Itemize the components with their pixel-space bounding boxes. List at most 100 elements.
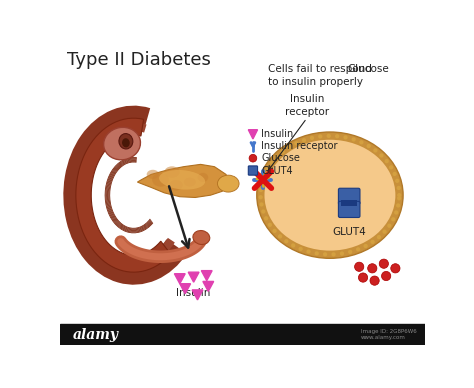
- Text: Insulin: Insulin: [176, 288, 211, 298]
- Circle shape: [382, 271, 391, 281]
- Text: Image ID: 2G8P6W6: Image ID: 2G8P6W6: [361, 329, 417, 334]
- Polygon shape: [137, 165, 230, 197]
- FancyBboxPatch shape: [338, 201, 360, 218]
- Circle shape: [359, 140, 364, 144]
- Circle shape: [394, 210, 398, 215]
- Circle shape: [356, 247, 360, 251]
- Circle shape: [391, 217, 395, 222]
- Circle shape: [315, 251, 319, 256]
- Circle shape: [335, 134, 339, 139]
- Ellipse shape: [164, 166, 180, 178]
- Text: GLUT4: GLUT4: [261, 166, 293, 175]
- Text: Cells fail to respond
to insulin properly: Cells fail to respond to insulin properl…: [268, 64, 372, 87]
- Text: alamy: alamy: [73, 327, 119, 341]
- Ellipse shape: [159, 170, 205, 190]
- Circle shape: [287, 145, 292, 149]
- Ellipse shape: [264, 140, 395, 251]
- Circle shape: [259, 188, 263, 192]
- Circle shape: [331, 252, 336, 256]
- Polygon shape: [248, 130, 257, 139]
- Circle shape: [264, 216, 268, 220]
- Circle shape: [258, 195, 263, 199]
- Circle shape: [323, 252, 327, 256]
- Circle shape: [318, 134, 322, 139]
- Circle shape: [379, 153, 383, 158]
- Polygon shape: [192, 290, 203, 300]
- Ellipse shape: [193, 230, 210, 244]
- Ellipse shape: [257, 132, 403, 258]
- Circle shape: [377, 235, 381, 239]
- Circle shape: [284, 239, 289, 243]
- Circle shape: [249, 154, 257, 162]
- Circle shape: [299, 247, 303, 251]
- Circle shape: [352, 137, 356, 142]
- Ellipse shape: [169, 180, 183, 191]
- Circle shape: [391, 264, 400, 273]
- Text: Type II Diabetes: Type II Diabetes: [66, 51, 210, 69]
- Circle shape: [397, 196, 401, 201]
- Circle shape: [397, 193, 401, 197]
- Circle shape: [397, 186, 401, 190]
- Circle shape: [259, 202, 264, 206]
- Circle shape: [358, 273, 368, 282]
- Circle shape: [343, 135, 348, 140]
- Circle shape: [348, 250, 352, 254]
- Text: Glucose: Glucose: [347, 64, 389, 74]
- Circle shape: [302, 138, 306, 142]
- Circle shape: [278, 234, 282, 239]
- Ellipse shape: [198, 173, 208, 182]
- Text: Insulin: Insulin: [261, 128, 294, 139]
- Text: Insulin
receptor: Insulin receptor: [285, 94, 329, 117]
- Circle shape: [387, 223, 392, 228]
- Text: Insulin receptor: Insulin receptor: [261, 141, 338, 151]
- Circle shape: [265, 167, 270, 171]
- Polygon shape: [174, 274, 185, 284]
- Ellipse shape: [122, 138, 130, 147]
- Circle shape: [355, 262, 364, 271]
- FancyBboxPatch shape: [248, 166, 257, 175]
- Circle shape: [306, 249, 310, 254]
- Circle shape: [262, 174, 266, 178]
- Circle shape: [327, 134, 331, 138]
- Circle shape: [395, 178, 399, 183]
- Ellipse shape: [218, 175, 239, 192]
- Circle shape: [371, 240, 375, 244]
- Polygon shape: [201, 271, 212, 281]
- Circle shape: [389, 165, 393, 170]
- Text: GLUT4: GLUT4: [332, 227, 366, 237]
- Ellipse shape: [146, 170, 159, 179]
- Circle shape: [270, 161, 274, 165]
- Ellipse shape: [183, 177, 196, 187]
- Circle shape: [261, 210, 265, 214]
- Ellipse shape: [119, 133, 133, 149]
- Circle shape: [260, 181, 264, 185]
- Circle shape: [273, 229, 277, 233]
- Circle shape: [373, 148, 378, 152]
- Ellipse shape: [152, 173, 169, 187]
- Circle shape: [366, 144, 371, 148]
- Circle shape: [383, 230, 387, 234]
- Polygon shape: [76, 118, 171, 272]
- Circle shape: [294, 141, 299, 146]
- Text: www.alamy.com: www.alamy.com: [361, 335, 406, 340]
- Circle shape: [384, 159, 389, 163]
- Circle shape: [392, 172, 397, 176]
- Circle shape: [291, 243, 295, 248]
- Circle shape: [370, 276, 379, 285]
- Text: Glucose: Glucose: [261, 153, 301, 163]
- Circle shape: [340, 251, 344, 256]
- Ellipse shape: [104, 127, 140, 160]
- Polygon shape: [203, 281, 214, 291]
- Circle shape: [275, 155, 279, 159]
- Bar: [61, 324, 425, 345]
- Circle shape: [379, 259, 389, 268]
- FancyBboxPatch shape: [338, 188, 360, 204]
- Circle shape: [281, 150, 285, 154]
- Circle shape: [310, 136, 314, 140]
- Circle shape: [368, 264, 377, 273]
- Circle shape: [268, 223, 272, 227]
- Circle shape: [396, 203, 401, 208]
- Circle shape: [364, 244, 368, 248]
- Polygon shape: [188, 272, 199, 282]
- Bar: [341, 200, 357, 206]
